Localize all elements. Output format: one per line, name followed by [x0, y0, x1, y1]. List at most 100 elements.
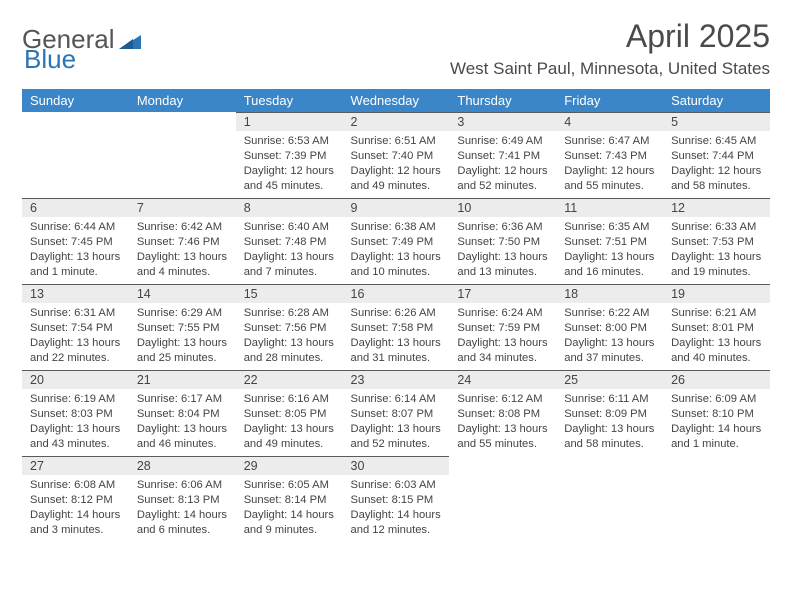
calendar-cell: 4Sunrise: 6:47 AMSunset: 7:43 PMDaylight… [556, 112, 663, 198]
calendar-cell [556, 456, 663, 542]
sunrise-line: Sunrise: 6:21 AM [671, 306, 762, 321]
sunrise-line: Sunrise: 6:40 AM [244, 220, 335, 235]
day-body: Sunrise: 6:29 AMSunset: 7:55 PMDaylight:… [129, 303, 236, 368]
calendar-cell: 18Sunrise: 6:22 AMSunset: 8:00 PMDayligh… [556, 284, 663, 370]
day-number: 15 [236, 284, 343, 303]
day-body: Sunrise: 6:12 AMSunset: 8:08 PMDaylight:… [449, 389, 556, 454]
day-number: 12 [663, 198, 770, 217]
sunset-line: Sunset: 7:39 PM [244, 149, 335, 164]
day-number: 7 [129, 198, 236, 217]
day-number: 10 [449, 198, 556, 217]
day-body: Sunrise: 6:24 AMSunset: 7:59 PMDaylight:… [449, 303, 556, 368]
day-body: Sunrise: 6:31 AMSunset: 7:54 PMDaylight:… [22, 303, 129, 368]
sunrise-line: Sunrise: 6:06 AM [137, 478, 228, 493]
daylight-line: Daylight: 13 hours and 37 minutes. [564, 336, 655, 366]
weekday-header: Tuesday [236, 89, 343, 112]
day-number: 30 [343, 456, 450, 475]
calendar-cell: 14Sunrise: 6:29 AMSunset: 7:55 PMDayligh… [129, 284, 236, 370]
sunset-line: Sunset: 8:03 PM [30, 407, 121, 422]
calendar-row: 1Sunrise: 6:53 AMSunset: 7:39 PMDaylight… [22, 112, 770, 198]
day-number: 9 [343, 198, 450, 217]
daylight-line: Daylight: 13 hours and 1 minute. [30, 250, 121, 280]
calendar-cell: 13Sunrise: 6:31 AMSunset: 7:54 PMDayligh… [22, 284, 129, 370]
sunset-line: Sunset: 8:08 PM [457, 407, 548, 422]
day-number: 19 [663, 284, 770, 303]
month-title: April 2025 [450, 18, 770, 55]
daylight-line: Daylight: 13 hours and 34 minutes. [457, 336, 548, 366]
day-body: Sunrise: 6:49 AMSunset: 7:41 PMDaylight:… [449, 131, 556, 196]
daylight-line: Daylight: 13 hours and 10 minutes. [351, 250, 442, 280]
day-number: 5 [663, 112, 770, 131]
day-number: 11 [556, 198, 663, 217]
daylight-line: Daylight: 13 hours and 13 minutes. [457, 250, 548, 280]
sunrise-line: Sunrise: 6:38 AM [351, 220, 442, 235]
sunrise-line: Sunrise: 6:42 AM [137, 220, 228, 235]
sunrise-line: Sunrise: 6:44 AM [30, 220, 121, 235]
sunset-line: Sunset: 7:54 PM [30, 321, 121, 336]
sunrise-line: Sunrise: 6:33 AM [671, 220, 762, 235]
daylight-line: Daylight: 13 hours and 46 minutes. [137, 422, 228, 452]
daylight-line: Daylight: 13 hours and 16 minutes. [564, 250, 655, 280]
day-body: Sunrise: 6:28 AMSunset: 7:56 PMDaylight:… [236, 303, 343, 368]
daylight-line: Daylight: 13 hours and 43 minutes. [30, 422, 121, 452]
calendar-cell: 23Sunrise: 6:14 AMSunset: 8:07 PMDayligh… [343, 370, 450, 456]
day-number: 16 [343, 284, 450, 303]
day-number: 22 [236, 370, 343, 389]
sunrise-line: Sunrise: 6:53 AM [244, 134, 335, 149]
day-number: 17 [449, 284, 556, 303]
logo-mark-icon [119, 31, 141, 49]
day-body: Sunrise: 6:19 AMSunset: 8:03 PMDaylight:… [22, 389, 129, 454]
sunset-line: Sunset: 7:48 PM [244, 235, 335, 250]
day-body: Sunrise: 6:44 AMSunset: 7:45 PMDaylight:… [22, 217, 129, 282]
sunset-line: Sunset: 8:13 PM [137, 493, 228, 508]
daylight-line: Daylight: 13 hours and 58 minutes. [564, 422, 655, 452]
day-number: 27 [22, 456, 129, 475]
calendar-row: 13Sunrise: 6:31 AMSunset: 7:54 PMDayligh… [22, 284, 770, 370]
day-body: Sunrise: 6:16 AMSunset: 8:05 PMDaylight:… [236, 389, 343, 454]
weekday-header: Saturday [663, 89, 770, 112]
day-number: 6 [22, 198, 129, 217]
sunset-line: Sunset: 7:41 PM [457, 149, 548, 164]
sunrise-line: Sunrise: 6:45 AM [671, 134, 762, 149]
sunset-line: Sunset: 7:58 PM [351, 321, 442, 336]
calendar-row: 27Sunrise: 6:08 AMSunset: 8:12 PMDayligh… [22, 456, 770, 542]
daylight-line: Daylight: 12 hours and 45 minutes. [244, 164, 335, 194]
sunrise-line: Sunrise: 6:51 AM [351, 134, 442, 149]
calendar-cell: 25Sunrise: 6:11 AMSunset: 8:09 PMDayligh… [556, 370, 663, 456]
day-body: Sunrise: 6:51 AMSunset: 7:40 PMDaylight:… [343, 131, 450, 196]
sunrise-line: Sunrise: 6:24 AM [457, 306, 548, 321]
day-body: Sunrise: 6:26 AMSunset: 7:58 PMDaylight:… [343, 303, 450, 368]
weekday-header: Monday [129, 89, 236, 112]
sunrise-line: Sunrise: 6:22 AM [564, 306, 655, 321]
day-body: Sunrise: 6:53 AMSunset: 7:39 PMDaylight:… [236, 131, 343, 196]
calendar-cell [449, 456, 556, 542]
day-body: Sunrise: 6:47 AMSunset: 7:43 PMDaylight:… [556, 131, 663, 196]
sunset-line: Sunset: 8:12 PM [30, 493, 121, 508]
day-body: Sunrise: 6:06 AMSunset: 8:13 PMDaylight:… [129, 475, 236, 540]
sunset-line: Sunset: 8:10 PM [671, 407, 762, 422]
day-body: Sunrise: 6:21 AMSunset: 8:01 PMDaylight:… [663, 303, 770, 368]
calendar-cell: 2Sunrise: 6:51 AMSunset: 7:40 PMDaylight… [343, 112, 450, 198]
daylight-line: Daylight: 14 hours and 3 minutes. [30, 508, 121, 538]
day-number: 20 [22, 370, 129, 389]
logo-text-blue: Blue [24, 44, 76, 75]
day-number: 13 [22, 284, 129, 303]
daylight-line: Daylight: 13 hours and 52 minutes. [351, 422, 442, 452]
sunrise-line: Sunrise: 6:11 AM [564, 392, 655, 407]
calendar-cell: 6Sunrise: 6:44 AMSunset: 7:45 PMDaylight… [22, 198, 129, 284]
day-number: 8 [236, 198, 343, 217]
daylight-line: Daylight: 14 hours and 12 minutes. [351, 508, 442, 538]
calendar-row: 20Sunrise: 6:19 AMSunset: 8:03 PMDayligh… [22, 370, 770, 456]
sunrise-line: Sunrise: 6:12 AM [457, 392, 548, 407]
calendar-row: 6Sunrise: 6:44 AMSunset: 7:45 PMDaylight… [22, 198, 770, 284]
sunrise-line: Sunrise: 6:08 AM [30, 478, 121, 493]
calendar-cell: 26Sunrise: 6:09 AMSunset: 8:10 PMDayligh… [663, 370, 770, 456]
day-number: 14 [129, 284, 236, 303]
day-body: Sunrise: 6:22 AMSunset: 8:00 PMDaylight:… [556, 303, 663, 368]
daylight-line: Daylight: 13 hours and 31 minutes. [351, 336, 442, 366]
sunset-line: Sunset: 7:59 PM [457, 321, 548, 336]
sunrise-line: Sunrise: 6:29 AM [137, 306, 228, 321]
calendar-cell: 10Sunrise: 6:36 AMSunset: 7:50 PMDayligh… [449, 198, 556, 284]
daylight-line: Daylight: 13 hours and 55 minutes. [457, 422, 548, 452]
day-number: 28 [129, 456, 236, 475]
